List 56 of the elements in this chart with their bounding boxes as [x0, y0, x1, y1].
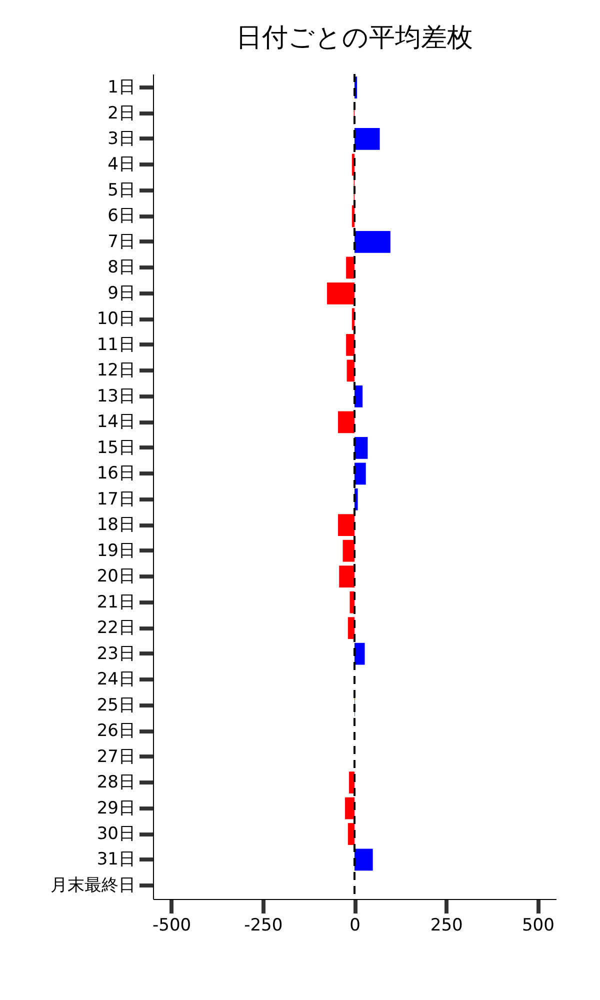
x-tick-label: -500: [152, 916, 192, 936]
y-tick-label: 22日: [96, 618, 136, 638]
y-tick-label: 30日: [96, 824, 136, 844]
bar: [342, 540, 354, 562]
y-tick-label: 3日: [108, 128, 136, 149]
x-tick-label: 0: [350, 916, 360, 936]
y-tick-label: 24日: [96, 670, 136, 690]
y-tick-label: 10日: [96, 309, 136, 330]
y-tick-label: 11日: [96, 334, 136, 355]
bar: [346, 334, 354, 356]
bar: [354, 436, 368, 459]
y-tick-label: 7日: [108, 232, 136, 252]
bar: [354, 462, 366, 485]
bar: [338, 411, 354, 434]
y-tick-label: 20日: [96, 566, 136, 587]
y-tick-label: 12日: [96, 360, 136, 381]
y-tick-label: 6日: [108, 206, 136, 226]
x-tick-label: 500: [522, 916, 554, 936]
y-tick-label: 25日: [96, 695, 136, 716]
bar: [354, 128, 380, 150]
y-tick-label: 1日: [108, 78, 136, 98]
x-tick-label: 250: [430, 916, 463, 936]
y-tick-label: 5日: [108, 180, 136, 200]
bar: [344, 797, 354, 820]
bar: [338, 514, 354, 536]
bar: [327, 282, 354, 304]
bar: [354, 848, 373, 871]
chart-title: 日付ごとの平均差枚: [236, 23, 473, 53]
x-tick-label: -250: [244, 916, 283, 936]
y-tick-label: 16日: [96, 464, 136, 484]
y-tick-label: 9日: [108, 283, 136, 304]
y-tick-label: 2日: [108, 103, 136, 124]
bar: [339, 566, 354, 588]
y-tick-label: 19日: [96, 540, 136, 561]
y-tick-label: 17日: [96, 489, 136, 510]
y-tick-label: 21日: [96, 592, 136, 612]
bar: [354, 231, 390, 253]
y-tick-label: 4日: [108, 154, 136, 175]
y-tick-label: 29日: [96, 798, 136, 818]
bar: [346, 256, 354, 279]
y-tick-label: 14日: [96, 412, 136, 432]
y-tick-label: 26日: [96, 721, 136, 742]
bar: [348, 617, 354, 640]
y-tick-label: 23日: [96, 644, 136, 664]
bar: [348, 823, 354, 845]
y-tick-label: 31日: [96, 850, 136, 870]
y-tick-label: 月末最終日: [50, 875, 136, 896]
y-tick-label: 8日: [108, 258, 136, 278]
y-tick-label: 28日: [96, 772, 136, 793]
y-tick-label: 18日: [96, 515, 136, 536]
bar: [346, 360, 354, 382]
y-tick-label: 15日: [96, 438, 136, 458]
y-tick-label: 27日: [96, 746, 136, 767]
bar: [354, 385, 363, 408]
bar: [354, 642, 365, 665]
y-tick-label: 13日: [96, 386, 136, 406]
